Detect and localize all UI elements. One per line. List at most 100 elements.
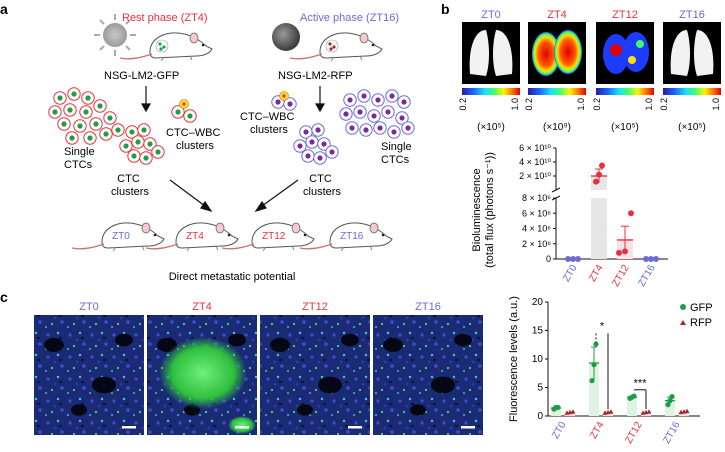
lung-right — [493, 30, 513, 76]
gfp-mouse-icon — [119, 32, 213, 62]
cell-nucleus — [141, 127, 147, 133]
ctc-clusters-left-label: CTC clusters — [111, 173, 149, 198]
sun-icon — [94, 14, 136, 56]
scale-bar — [461, 426, 475, 429]
cell-nucleus — [357, 109, 363, 115]
c-tick-label: 10 — [532, 354, 544, 365]
data-point — [616, 249, 622, 256]
airway-space — [341, 333, 359, 347]
b-tick-label: 2 × 10¹⁰ — [519, 171, 551, 181]
legend-gfp-marker — [680, 304, 686, 310]
cell-nucleus — [329, 149, 335, 155]
airway-space — [383, 338, 403, 352]
cell-nucleus — [315, 127, 321, 133]
ctc-wbc-cells-right — [271, 91, 297, 111]
gfp-bar-zt12 — [627, 397, 637, 416]
color-scale-bar — [663, 88, 721, 95]
b-x-label-zt16: ZT16 — [636, 263, 657, 289]
lung-image-zt16 — [670, 30, 714, 76]
b-tick-label: 0 — [546, 254, 551, 264]
data-point — [653, 256, 659, 262]
panel-b-label: b — [441, 1, 450, 17]
mouse-label-zt0: ZT0 — [112, 231, 130, 242]
cell-nucleus — [87, 135, 93, 141]
panel-a-label: a — [0, 1, 8, 17]
c-tick-label: 5 — [537, 383, 543, 394]
rfp-point — [684, 408, 690, 414]
scale-unit: (×10⁵) — [611, 122, 639, 133]
c-x-label-zt4: ZT4 — [588, 420, 607, 441]
lung-left — [469, 30, 489, 76]
cell-nucleus — [401, 99, 407, 105]
data-point — [596, 171, 602, 178]
cell-nucleus — [297, 143, 303, 149]
cell-nucleus — [69, 135, 75, 141]
cell-nucleus — [83, 109, 89, 115]
tissue-image-zt0 — [34, 315, 144, 435]
scale-bar — [235, 426, 249, 429]
data-point — [593, 178, 599, 185]
data-point — [622, 248, 628, 255]
scale-max: 1.0 — [576, 98, 586, 111]
rfp-bar-zt0 — [565, 412, 575, 416]
data-point — [570, 256, 576, 262]
cell-nucleus — [309, 139, 315, 145]
b-tick-label: 6 × 10¹⁰ — [519, 143, 551, 153]
metastatic-nodule — [228, 416, 256, 434]
airway-space — [318, 376, 342, 394]
legend-gfp-label: GFP — [690, 302, 713, 314]
cell-nucleus — [343, 111, 349, 117]
cell-nucleus — [375, 97, 381, 103]
rfp-model-label: NSG-LM2-RFP — [278, 70, 353, 82]
data-point — [643, 256, 649, 262]
ctc-cluster-cells-right — [293, 123, 339, 165]
c-ylabel: Fluorescence levels (a.u.) — [508, 296, 520, 422]
single-ctcs-left-label: Single CTCs — [64, 146, 98, 171]
b-image-title: ZT12 — [612, 9, 638, 21]
cell-nucleus — [287, 101, 293, 107]
airway-space — [228, 333, 246, 347]
scale-bar — [348, 426, 362, 429]
cell-nucleus — [347, 97, 353, 103]
ctc-wbc-left-label: CTC–WBC clusters — [166, 127, 223, 152]
b-x-label-zt12: ZT12 — [610, 263, 631, 289]
cell-nucleus — [187, 113, 193, 119]
mouse-label-zt12: ZT12 — [262, 231, 286, 242]
gfp-point — [591, 362, 597, 368]
cell-nucleus — [155, 149, 161, 155]
b-x-label-zt0: ZT0 — [561, 263, 580, 284]
bioluminescence-chart: 0 2 × 10⁶ 4 × 10⁶ 6 × 10⁶ 8 × 10⁶ 2 × 10¹⁰ 4 ×… — [519, 143, 668, 289]
cell-nucleus — [389, 93, 395, 99]
scale-bar — [122, 426, 136, 429]
c-image-title: ZT4 — [192, 301, 212, 313]
mouse-icon: ZT0 — [71, 222, 165, 252]
cell-nucleus — [97, 103, 103, 109]
gfp-point — [665, 402, 671, 408]
ctc-wbc-cells-left — [171, 99, 197, 123]
cell-nucleus — [135, 139, 141, 145]
airway-space — [44, 338, 64, 352]
fluorescence-images: ZT0 ZT4 ZT12 ZT16 — [34, 301, 483, 435]
data-point — [575, 256, 581, 262]
rfp-bar-zt16 — [679, 412, 689, 416]
single-ctc-cells-right — [339, 89, 415, 139]
moon-icon — [272, 23, 300, 51]
b-ylabel-2: (total flux (photons s⁻¹)) — [484, 152, 496, 268]
rfp-point — [608, 409, 614, 414]
single-ctc-cells-left — [48, 87, 125, 145]
cell-nucleus — [363, 127, 369, 133]
cell-nucleus — [67, 107, 73, 113]
airway-space — [431, 376, 455, 394]
hotspot — [628, 56, 636, 64]
b-x-label-zt4: ZT4 — [587, 263, 606, 284]
mouse-label-zt16: ZT16 — [340, 231, 364, 242]
cell-nucleus — [61, 121, 67, 127]
panel-c-label: c — [0, 289, 8, 305]
significance-stars: *** — [634, 377, 648, 389]
scale-unit: (×10⁵) — [678, 122, 706, 133]
lung-heat-left — [532, 32, 560, 76]
c-x-label-zt16: ZT16 — [661, 420, 682, 446]
active-phase-title: Active phase (ZT16) — [300, 12, 399, 24]
gfp-bar-zt16 — [665, 400, 675, 416]
